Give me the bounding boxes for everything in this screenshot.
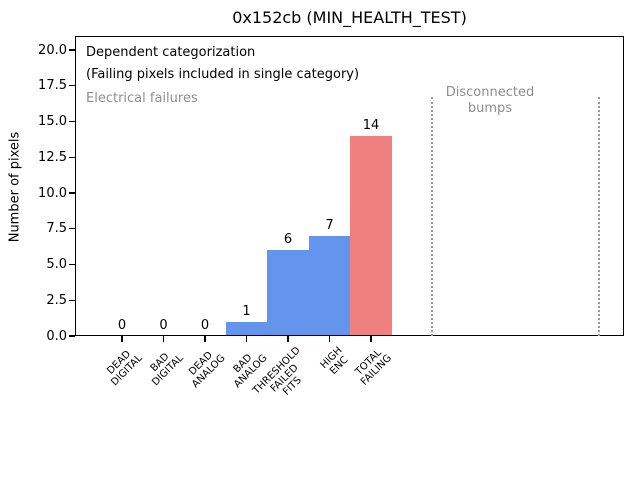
x-tick-mark bbox=[370, 336, 372, 342]
y-tick-label: 7.5 bbox=[46, 221, 67, 237]
y-tick-mark bbox=[68, 85, 75, 87]
bar-value-label: 1 bbox=[242, 303, 251, 319]
bar-threshold-failed-fits bbox=[267, 250, 309, 336]
x-tick-label: DEAD DIGITAL bbox=[105, 348, 145, 389]
y-tick-label: 0.0 bbox=[46, 328, 67, 344]
x-tick-label: TOTAL FAILING bbox=[353, 347, 394, 388]
y-tick-label: 12.5 bbox=[38, 149, 67, 165]
y-tick-mark bbox=[68, 156, 75, 158]
x-tick-mark bbox=[328, 336, 331, 342]
y-tick-mark bbox=[68, 120, 75, 123]
bar-value-label: 14 bbox=[362, 117, 380, 133]
bar-value-label: 0 bbox=[117, 318, 127, 333]
y-tick-mark bbox=[68, 192, 75, 194]
y-tick-mark bbox=[68, 263, 75, 266]
bar-value-label: 0 bbox=[200, 318, 210, 333]
x-tick-mark bbox=[121, 336, 123, 342]
y-tick-label: 2.5 bbox=[46, 292, 67, 308]
bar-value-label: 0 bbox=[159, 318, 168, 333]
y-tick-label: 17.5 bbox=[38, 78, 67, 94]
region-divider-line-left bbox=[430, 97, 433, 336]
x-tick-label: BAD DIGITAL bbox=[149, 351, 187, 389]
plot-area: 0 0 0 1 6 7 14 bbox=[75, 36, 624, 336]
bar-total-failing bbox=[350, 135, 392, 336]
x-tick-mark bbox=[162, 336, 165, 342]
chart-title: 0x152cb (MIN_HEALTH_TEST) bbox=[232, 8, 467, 27]
y-tick-label: 5.0 bbox=[46, 257, 67, 272]
y-tick-mark bbox=[68, 49, 75, 51]
annotation-dependent-categorization: Dependent categorization bbox=[86, 45, 256, 60]
y-tick-mark bbox=[68, 335, 75, 337]
annotation-failing-note: (Failing pixels included in single categ… bbox=[86, 67, 360, 82]
y-tick-label: 10.0 bbox=[38, 185, 67, 201]
y-tick-label: 15.0 bbox=[38, 114, 67, 129]
x-tick-label: DEAD ANALOG bbox=[187, 349, 228, 391]
bar-bad-analog bbox=[225, 321, 268, 336]
y-tick-mark bbox=[68, 299, 75, 301]
y-tick-mark bbox=[68, 228, 75, 230]
x-tick-label: HIGH ENC bbox=[318, 345, 351, 378]
x-tick-mark bbox=[204, 336, 206, 342]
y-tick-label: 20.0 bbox=[38, 42, 67, 58]
bar-value-label: 6 bbox=[283, 232, 293, 248]
bar-value-label: 7 bbox=[325, 217, 334, 233]
x-tick-mark bbox=[245, 336, 248, 342]
annotation-disconnected-bumps: Disconnected bumps bbox=[445, 85, 535, 116]
region-divider-line-right bbox=[598, 97, 600, 336]
x-tick-mark bbox=[287, 336, 289, 342]
bar-high-enc bbox=[308, 235, 351, 336]
y-axis-label: Number of pixels bbox=[7, 131, 23, 243]
annotation-electrical-failures: Electrical failures bbox=[86, 91, 198, 106]
